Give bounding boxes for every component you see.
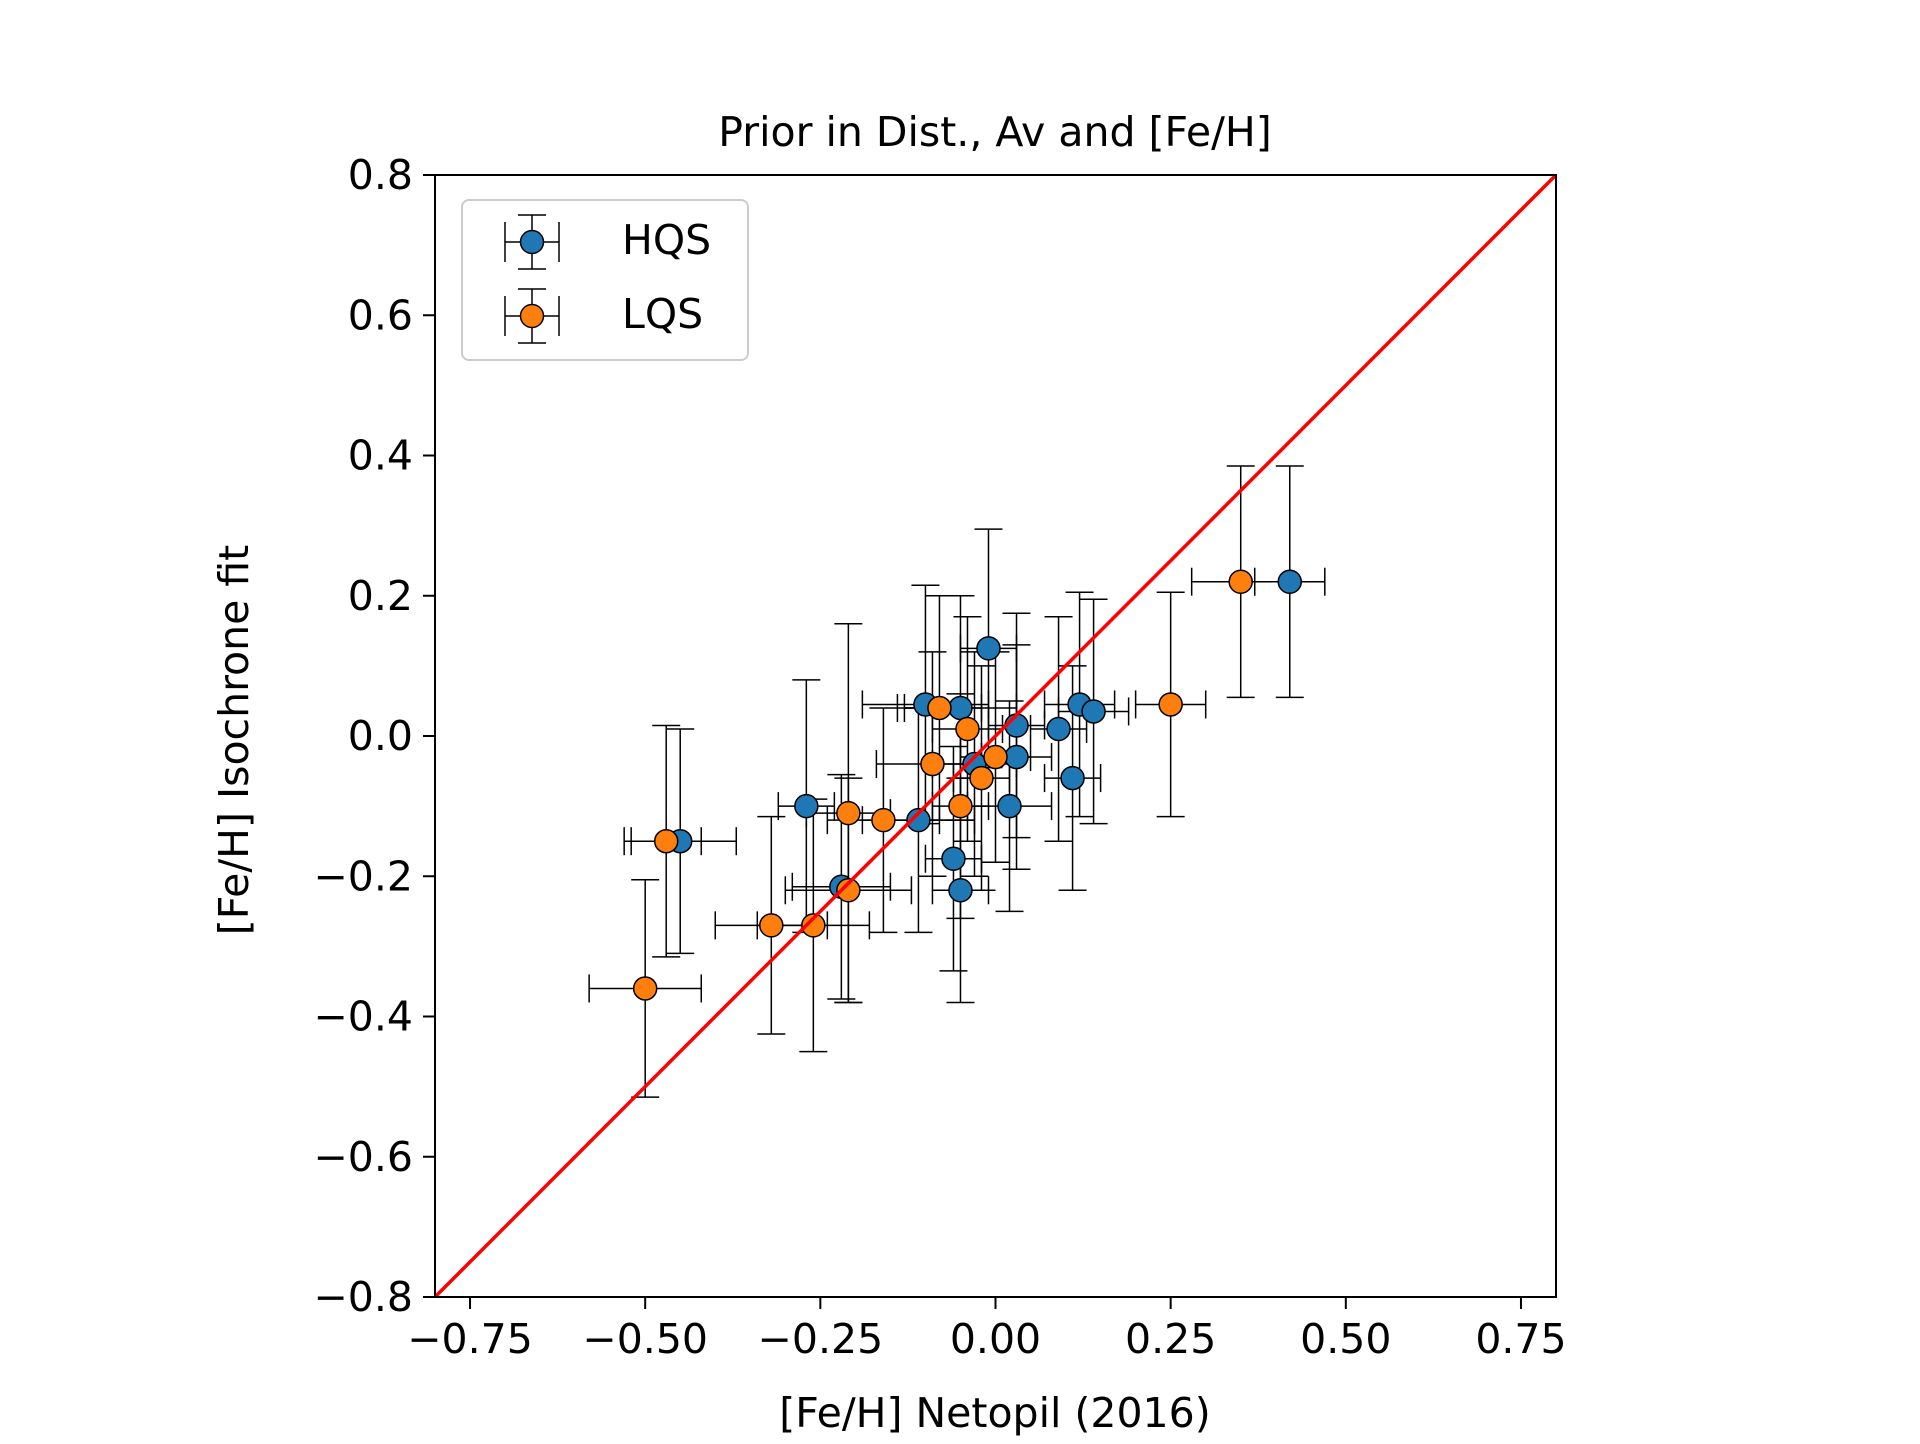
x-tick-label: 0.75 — [1475, 1315, 1566, 1363]
y-tick-label: 0.0 — [348, 712, 413, 760]
data-point-lqs — [920, 751, 945, 777]
x-tick-label: 0.25 — [1125, 1315, 1216, 1363]
data-point-lqs — [653, 828, 679, 854]
y-tick-label: −0.8 — [313, 1273, 413, 1321]
data-point-lqs — [871, 807, 896, 833]
data-point-lqs — [955, 716, 980, 742]
plot-area: −0.75 −0.50 −0.25 0.00 0.25 0.50 0.75 −0.8 −0.6 −… — [313, 151, 1566, 1363]
data-point-hqs — [794, 793, 819, 819]
series-markers-lqs — [632, 569, 1253, 1001]
data-point-lqs — [927, 695, 952, 721]
data-point-hqs — [1004, 744, 1029, 770]
y-tick-label: 0.4 — [348, 432, 413, 480]
data-point-hqs — [948, 695, 973, 721]
data-point-hqs — [941, 846, 966, 871]
legend: HQS LQS — [461, 199, 749, 361]
y-tick-label: −0.6 — [313, 1133, 413, 1181]
data-point-lqs — [801, 913, 826, 938]
x-tick-label: −0.50 — [582, 1315, 708, 1363]
y-tick-label: 0.6 — [348, 291, 413, 339]
x-tick-label: 0.00 — [950, 1315, 1041, 1363]
legend-marker-lqs — [519, 303, 545, 329]
data-point-hqs — [1046, 716, 1071, 742]
data-point-lqs — [948, 793, 973, 819]
chart-title: Prior in Dist., Av and [Fe/H] — [718, 108, 1271, 156]
data-layer — [435, 175, 1556, 1297]
data-point-hqs — [997, 793, 1022, 819]
y-tick-label: 0.8 — [348, 151, 413, 199]
y-tick-label: 0.2 — [348, 572, 413, 620]
legend-marker-hqs — [519, 229, 545, 255]
data-point-hqs — [1060, 765, 1085, 791]
legend-label-lqs: LQS — [622, 290, 703, 338]
x-tick-label: 0.50 — [1300, 1315, 1391, 1363]
series-markers-hqs — [667, 569, 1303, 903]
data-point-lqs — [1158, 692, 1183, 717]
x-tick-label: −0.25 — [758, 1315, 884, 1363]
axes-frame — [434, 174, 1557, 1298]
data-point-hqs — [906, 807, 931, 833]
data-point-lqs — [632, 976, 658, 1001]
data-point-lqs — [969, 765, 994, 791]
data-point-lqs — [836, 878, 861, 903]
legend-label-hqs: HQS — [622, 216, 711, 264]
y-tick-label: −0.2 — [313, 852, 413, 900]
data-point-hqs — [1081, 699, 1106, 724]
data-point-hqs — [976, 636, 1001, 661]
data-point-hqs — [948, 878, 973, 903]
x-tick-label: −0.75 — [407, 1315, 533, 1363]
y-axis-label: [Fe/H] Isochrone fit — [210, 545, 258, 935]
data-point-hqs — [1277, 569, 1303, 594]
data-point-lqs — [759, 913, 784, 938]
data-point-lqs — [983, 744, 1008, 770]
reference-line — [435, 175, 1556, 1297]
data-point-lqs — [836, 800, 861, 826]
y-tick-label: −0.4 — [313, 993, 413, 1041]
data-point-lqs — [1228, 569, 1253, 594]
x-axis-label: [Fe/H] Netopil (2016) — [779, 1389, 1210, 1437]
